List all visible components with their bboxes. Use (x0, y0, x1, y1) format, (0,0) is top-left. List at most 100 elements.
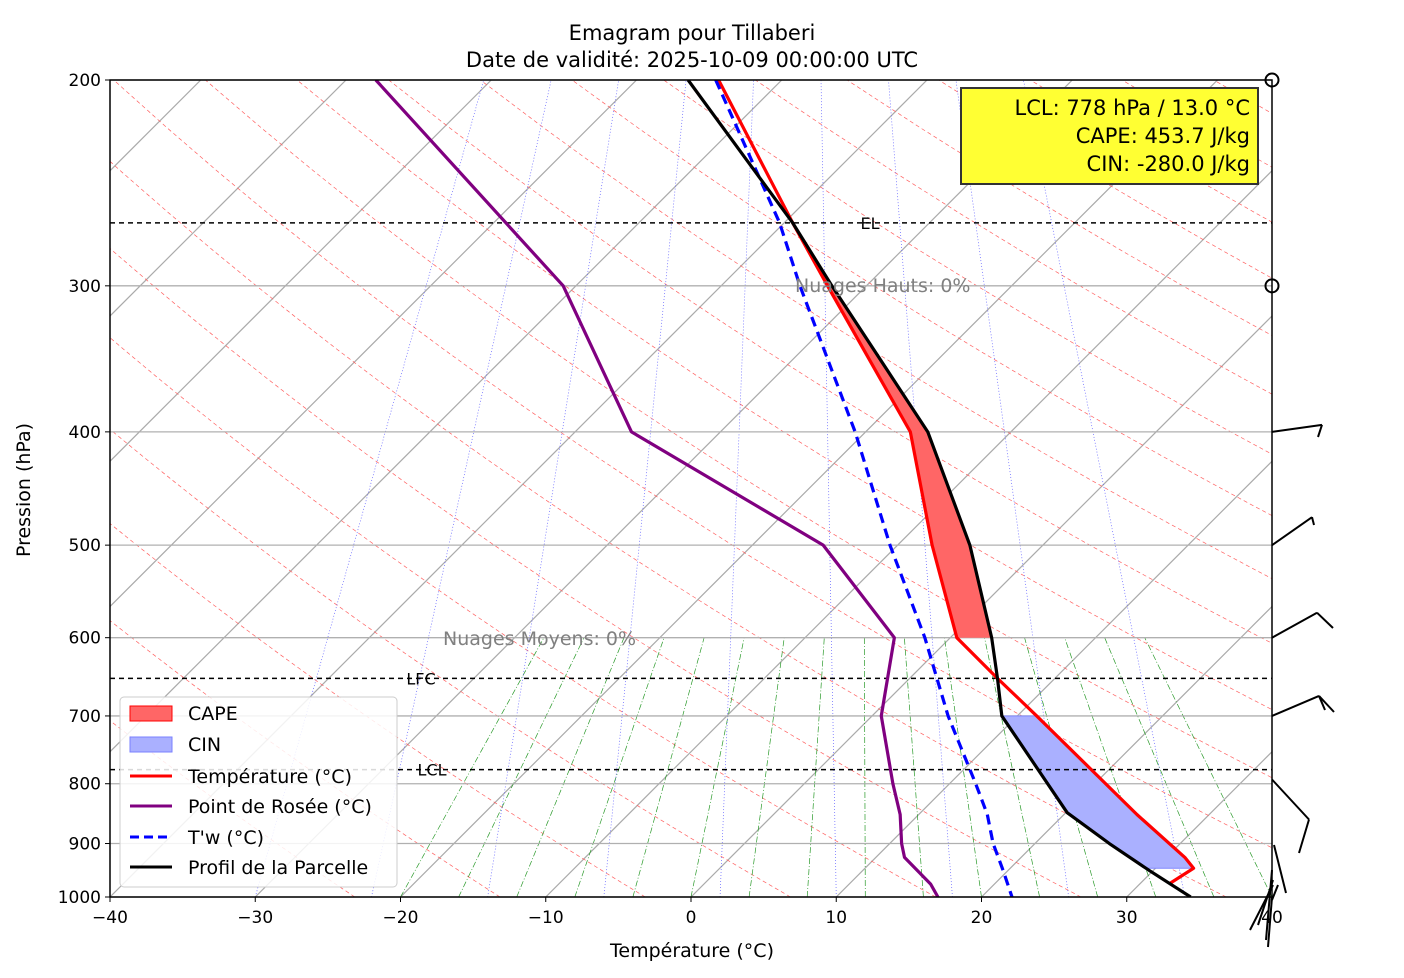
dry-adiabat-line (1397, 80, 1404, 897)
wind-barb-low (1257, 879, 1274, 926)
dry-adiabat-line (663, 80, 1272, 455)
series-line-temperature (717, 80, 1196, 885)
dry-adiabat-line (388, 80, 1272, 644)
x-tick-label: 40 (1261, 908, 1283, 928)
cin-area (1000, 715, 1195, 869)
mixing-ratio-line (888, 80, 953, 897)
legend: CAPE CIN Température (°C) Point de Rosée… (119, 696, 398, 888)
moist-adiabat-line (863, 637, 866, 897)
level-lines: EL LFC LCL (110, 214, 1272, 780)
x-axis-label: Température (°C) (609, 940, 774, 962)
y-tick-label: 600 (69, 629, 101, 649)
wind-barb-flag (1318, 695, 1335, 713)
info-cin: CIN: -280.0 J/kg (1087, 152, 1250, 176)
isotherm-line (110, 80, 783, 753)
dry-adiabat-line (938, 80, 1272, 279)
legend-label-tw: T'w (°C) (187, 827, 264, 849)
isotherm-line (545, 169, 1272, 897)
wind-barb-850 (1271, 778, 1310, 821)
wind-barb-flag (1316, 611, 1334, 629)
wind-barb-low (1267, 896, 1273, 948)
moist-adiabat-line (984, 637, 1040, 897)
x-tick-label: −40 (92, 908, 128, 928)
wind-barb-flag (1318, 695, 1326, 711)
x-tick-label: 10 (825, 908, 847, 928)
y-tick-label: 500 (69, 536, 101, 556)
moist-adiabat-line (574, 637, 665, 897)
dry-adiabat-line (113, 80, 1272, 849)
calm-wind-circle (1264, 72, 1280, 88)
y-tick-label: 900 (69, 835, 101, 855)
mixing-ratio-line (719, 80, 754, 897)
legend-swatch-cin (129, 736, 173, 753)
isotherm-line (110, 80, 347, 317)
mixing-ratio-line (487, 80, 619, 897)
x-tick-label: 30 (1116, 908, 1138, 928)
y-axis-label: Pression (hPa) (13, 423, 35, 557)
legend-label-dewpoint: Point de Rosée (°C) (188, 796, 372, 818)
moist-adiabat-line (806, 637, 825, 897)
x-tick-label: −10 (528, 908, 564, 928)
isotherm-line (110, 80, 202, 172)
x-tick-label: −30 (237, 908, 273, 928)
isotherm-line (690, 315, 1272, 897)
isotherm-line (1271, 896, 1272, 897)
y-tick-label: 800 (69, 775, 101, 795)
dry-adiabat-line (1121, 80, 1272, 168)
wind-barb-flag (1311, 516, 1315, 526)
wind-barb-flag (1298, 819, 1310, 854)
y-tick-label: 200 (69, 71, 101, 91)
series-line-wet-bulb (714, 80, 1014, 897)
y-tick-label: 700 (69, 707, 101, 727)
cape-area (792, 222, 992, 638)
x-tick-label: −20 (383, 908, 419, 928)
series-line-dewpoint (374, 80, 940, 897)
dry-adiabat-line (1305, 80, 1404, 897)
info-lcl: LCL: 778 hPa / 13.0 °C (1015, 96, 1251, 120)
series-lines (374, 80, 1196, 897)
y-tick-label: 400 (69, 423, 101, 443)
isotherm-line (981, 605, 1272, 897)
calm-wind-circle (1264, 278, 1280, 294)
level-label-el: EL (860, 214, 879, 233)
chart-subtitle: Date de validité: 2025-10-09 00:00:00 UT… (466, 48, 918, 72)
moist-adiabat-line (690, 637, 745, 897)
moist-adiabat-line (944, 637, 982, 897)
legend-label-temp: Température (°C) (187, 766, 352, 788)
legend-label-parcel: Profil de la Parcelle (188, 857, 368, 879)
info-cape: CAPE: 453.7 J/kg (1076, 124, 1250, 148)
moist-adiabat-line (458, 637, 585, 897)
wind-barb-flag (1317, 424, 1323, 438)
series-line-parcel (686, 80, 1192, 897)
high-clouds-label: Nuages Hauts: 0% (795, 275, 971, 297)
x-tick-label: 20 (971, 908, 993, 928)
wind-barb-400 (1271, 423, 1323, 433)
legend-swatch-cape (129, 705, 173, 722)
y-tick-label: 300 (69, 277, 101, 297)
x-tick-label: 0 (686, 908, 697, 928)
level-label-lfc: LFC (406, 669, 435, 688)
dry-adiabat-line (571, 80, 1272, 517)
wind-barbs (1249, 72, 1335, 948)
level-label-lcl: LCL (418, 761, 447, 780)
wind-barb-low (1273, 844, 1287, 894)
moist-adiabat-line (632, 637, 705, 897)
wind-barb-low (1265, 869, 1273, 941)
info-box: LCL: 778 hPa / 13.0 °C CAPE: 453.7 J/kg … (960, 87, 1259, 185)
legend-label-cape: CAPE (188, 703, 238, 725)
isotherm-line (110, 80, 638, 608)
dry-adiabat-line (480, 80, 1272, 580)
wind-barb-600 (1271, 611, 1318, 639)
mid-clouds-label: Nuages Moyens: 0% (443, 628, 636, 650)
moist-adiabat-line (1024, 637, 1099, 897)
mixing-ratio-line (371, 80, 552, 897)
wind-barb-700 (1271, 695, 1320, 717)
dry-adiabat-line (110, 248, 1082, 897)
chart-title: Emagram pour Tillaberi (569, 21, 816, 45)
y-tick-label: 1000 (58, 888, 101, 908)
mixing-ratio-line (820, 80, 837, 897)
isotherm-line (110, 80, 493, 463)
dry-adiabat-line (296, 80, 1272, 710)
